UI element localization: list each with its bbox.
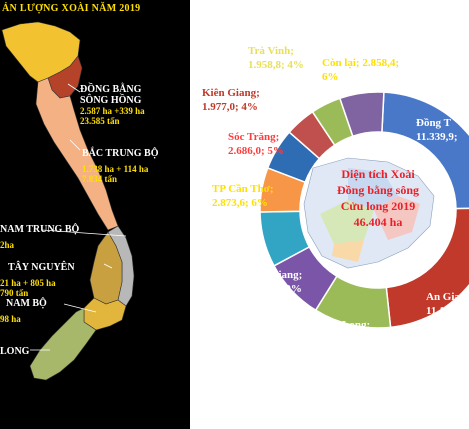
slice-value-label-2: 5.006,5; 11% (316, 333, 377, 345)
region-value-line: 23.585 tấn (80, 116, 120, 126)
region-label-tn: TÂY NGUYÊN (8, 262, 75, 273)
slice-value-label-7: 1.977,0; 4% (202, 101, 258, 113)
region-value-line: 2ha (0, 240, 15, 250)
region-value-line: 21 ha + 805 ha (0, 278, 56, 288)
donut-slice-0 (381, 91, 469, 210)
slice-value-label-1: 11.178,4; 2 (426, 305, 469, 317)
region-value-line: 2.587 ha +339 ha (80, 106, 145, 116)
slice-label-2: Vĩnh Long; (316, 319, 370, 331)
region-label-ntb: NAM TRUNG BỘ (0, 224, 79, 235)
center-title-line-1: Diện tích Xoài (341, 167, 415, 181)
region-value-line: 790 tấn (0, 288, 29, 298)
leader-line-ntb (41, 229, 127, 237)
region-value-btb: 1.738 ha + 114 ha 7.834 tấn (82, 164, 148, 184)
map-title: ẢN LƯỢNG XOÀI NĂM 2019 (2, 3, 141, 14)
center-title-line-3: Cửu long 2019 (341, 199, 416, 213)
slice-label-7: Kiên Giang; (202, 87, 260, 99)
map-region-north-central (35, 77, 119, 231)
slice-label-8: Trà Vinh; (248, 45, 294, 57)
region-value-line: 1.738 ha + 114 ha (82, 164, 149, 174)
leader-line-btb (69, 139, 81, 151)
slice-label-5: TP Cần Thơ; (212, 183, 274, 195)
region-value-ntb: 2ha (0, 240, 14, 250)
region-name-line: LONG (0, 346, 30, 357)
region-label-dbsh: ĐỒNG BẰNG SÔNG HỒNG (80, 84, 141, 106)
slice-value-label-6: 2.686,0; 5% (228, 145, 284, 157)
map-region-mekong-delta (29, 307, 97, 381)
donut-chart: Diện tích Xoài Đồng bằng sông Cửu long 2… (202, 45, 469, 345)
center-title-line-2: Đồng bằng sông (337, 183, 419, 197)
region-name-line: SÔNG HỒNG (80, 95, 142, 106)
region-value-dbsh: 2.587 ha +339 ha 23.585 tấn (80, 106, 145, 126)
region-value-nb: 98 ha (0, 314, 21, 324)
panel-divider (190, 0, 198, 429)
region-name-line: NAM BỘ (6, 298, 47, 309)
slice-label-1: An Gian (426, 291, 466, 303)
region-value-line: 98 ha (0, 314, 21, 324)
slice-label-6: Sóc Trăng; (228, 131, 279, 143)
slice-label-3: Tiền Giang; (246, 269, 302, 281)
donut-chart-panel: Diện tích Xoài Đồng bằng sông Cửu long 2… (198, 0, 469, 429)
slice-value-label-4: 3.591,4; 8% (210, 249, 266, 261)
center-title-line-4: 46.404 ha (354, 215, 403, 229)
leader-line-red-delta (67, 83, 81, 93)
slice-value-label-8: 1.958,8; 4% (248, 59, 304, 71)
leader-line-nb (63, 303, 97, 313)
region-value-line: 7.834 tấn (82, 174, 118, 184)
mekong-mini-map (303, 157, 435, 269)
slice-value-label-3: 3.934,4; 9% (246, 283, 302, 295)
region-name-line: BẮC TRUNG BỘ (82, 148, 159, 159)
donut-slices (259, 91, 469, 329)
region-value-tn: 21 ha + 805 ha 790 tấn (0, 278, 56, 298)
donut-center-title: Diện tích Xoài Đồng bằng sông Cửu long 2… (337, 167, 419, 229)
slice-value-label-9: 6% (322, 71, 339, 83)
region-name-line: ĐỒNG BẰNG (80, 84, 142, 95)
slice-label-4: Hậu Giang; (210, 235, 265, 247)
slice-value-label-0: 11.339,9; (416, 131, 458, 143)
slice-label-9: Còn lại; 2.858,4; (322, 57, 399, 69)
slice-value-label-5: 2.873,6; 6% (212, 197, 268, 209)
region-label-btb: BẮC TRUNG BỘ (82, 148, 159, 159)
vietnam-map-panel: ẢN LƯỢNG XOÀI NĂM 2019 ĐỒNG BẰNG SÔNG HỒ… (0, 0, 190, 429)
region-name-line: NAM TRUNG BỘ (0, 224, 80, 235)
region-label-long: LONG (0, 346, 29, 357)
leader-line-tn (103, 263, 113, 269)
donut-labels: Đồng T 11.339,9; An Gian 11.178,4; 2 Vĩnh L… (202, 45, 469, 345)
region-label-nb: NAM BỘ (6, 298, 47, 309)
vietnam-map (1, 21, 135, 381)
region-name-line: TÂY NGUYÊN (8, 262, 75, 273)
slice-label-0: Đồng T (416, 117, 452, 129)
